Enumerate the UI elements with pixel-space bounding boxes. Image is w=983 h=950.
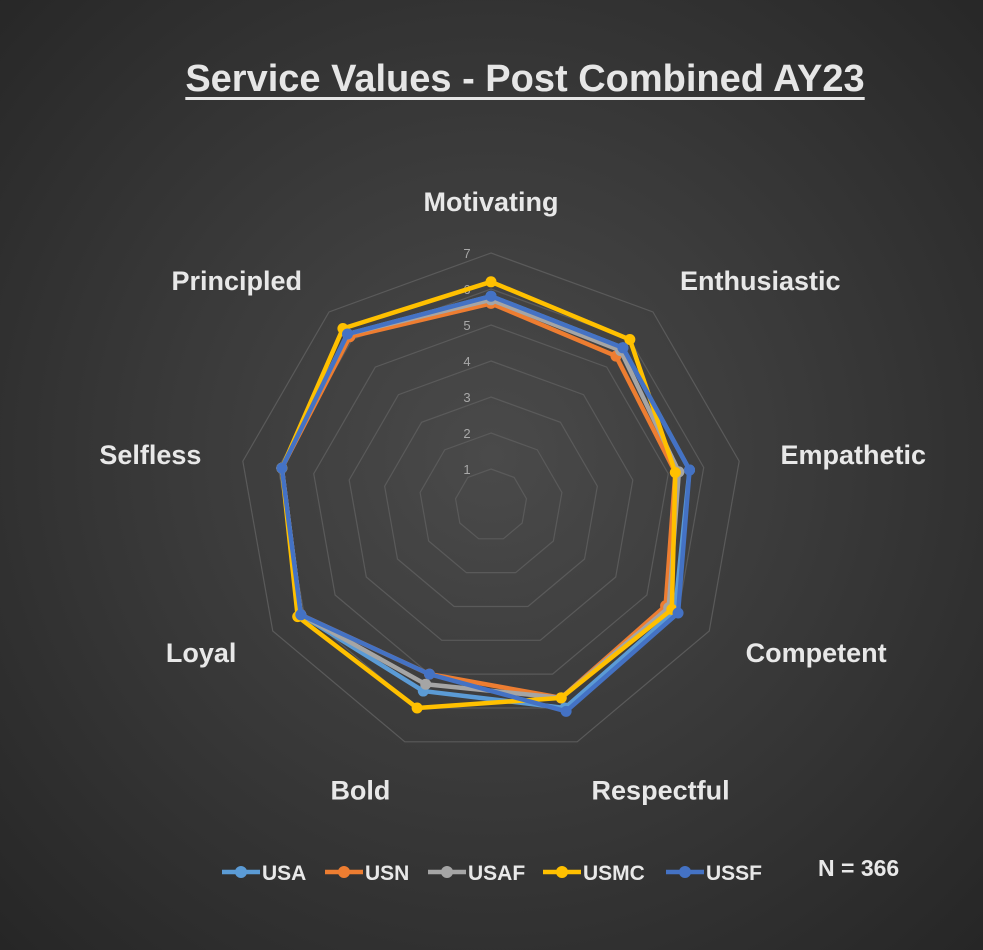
- chart-title: Service Values - Post Combined AY23: [185, 58, 865, 100]
- data-point-usmc-respectful: [555, 692, 567, 704]
- data-point-usmc-motivating: [485, 276, 497, 288]
- sample-size-annotation: N = 366: [818, 855, 900, 881]
- grid-ring-3: [384, 396, 598, 608]
- data-point-ussf-bold: [423, 668, 435, 680]
- data-point-ussf-enthusiastic: [617, 342, 629, 354]
- grid-ring-2: [419, 432, 563, 574]
- legend-marker-usmc: [556, 866, 568, 878]
- data-point-ussf-principled: [342, 328, 354, 340]
- data-point-ussf-loyal: [295, 609, 307, 621]
- tick-label-2: 2: [463, 426, 470, 441]
- legend-label-usmc: USMC: [583, 862, 645, 885]
- data-point-ussf-motivating: [485, 290, 497, 302]
- axis-label-motivating: Motivating: [424, 187, 559, 217]
- axis-label-principled: Principled: [171, 266, 302, 296]
- data-point-ussf-competent: [672, 607, 684, 619]
- data-point-usaf-bold: [420, 678, 432, 690]
- axis-label-bold: Bold: [330, 775, 390, 805]
- grid-ring-4: [348, 360, 634, 641]
- legend-label-usn: USN: [365, 862, 409, 885]
- series-line-ussf: [279, 293, 692, 714]
- data-point-usmc-bold: [411, 702, 423, 714]
- axis-label-selfless: Selfless: [99, 440, 201, 470]
- legend-label-ussf: USSF: [706, 862, 762, 885]
- axis-label-loyal: Loyal: [166, 638, 237, 668]
- legend-marker-usaf: [441, 866, 453, 878]
- legend-label-usa: USA: [262, 862, 306, 885]
- axis-label-respectful: Respectful: [592, 775, 730, 805]
- axis-label-competent: Competent: [746, 638, 887, 668]
- legend-marker-usa: [235, 866, 247, 878]
- data-point-ussf-selfless: [276, 462, 288, 474]
- data-point-usmc-enthusiastic: [624, 334, 636, 346]
- legend-marker-ussf: [679, 866, 691, 878]
- tick-label-7: 7: [463, 246, 470, 261]
- grid-ring-5: [313, 324, 669, 675]
- legend-label-usaf: USAF: [468, 862, 525, 885]
- data-point-ussf-empathetic: [684, 464, 696, 476]
- legend-marker-usn: [338, 866, 350, 878]
- tick-label-5: 5: [463, 318, 470, 333]
- data-point-usmc-empathetic: [669, 466, 681, 478]
- tick-label-4: 4: [463, 354, 470, 369]
- tick-label-1: 1: [463, 462, 470, 477]
- axis-label-enthusiastic: Enthusiastic: [680, 266, 841, 296]
- tick-label-3: 3: [463, 390, 470, 405]
- grid-ring-1: [454, 468, 528, 540]
- grid-ring-7: [242, 252, 740, 743]
- axis-label-empathetic: Empathetic: [781, 440, 927, 470]
- data-point-ussf-respectful: [560, 705, 572, 717]
